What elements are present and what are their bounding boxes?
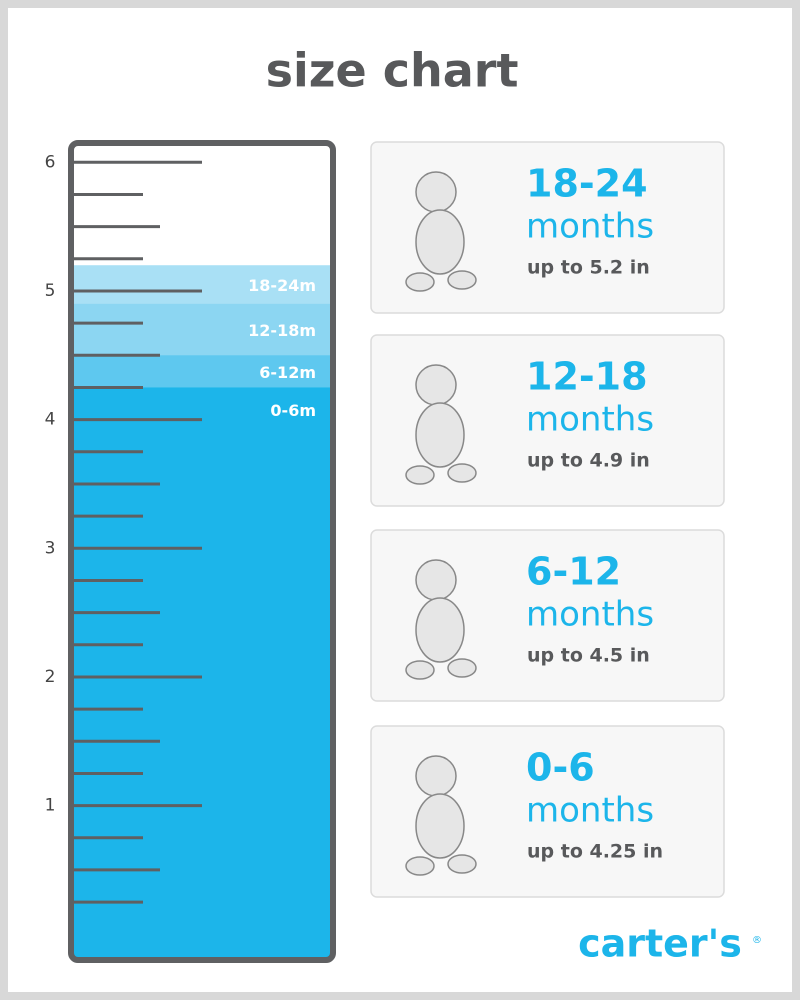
card-unit: months — [526, 400, 654, 440]
card — [370, 141, 725, 314]
tick-label: 6 — [45, 152, 56, 172]
card-range: 18-24 — [526, 162, 648, 206]
tick-label: 5 — [45, 281, 56, 301]
band-label: 12-18m — [248, 321, 316, 340]
band-label: 6-12m — [259, 363, 316, 382]
icon-limb — [447, 854, 477, 874]
card-range: 6-12 — [526, 550, 621, 594]
tick-label: 3 — [45, 538, 56, 558]
icon-limb — [405, 272, 435, 292]
icon-head — [415, 171, 457, 213]
card — [370, 529, 725, 702]
card-unit: months — [526, 595, 654, 635]
fill-band — [74, 387, 330, 960]
icon-limb — [405, 660, 435, 680]
baby-icon — [405, 755, 477, 876]
icon-limb — [405, 465, 435, 485]
brand-logo: carter's — [578, 922, 742, 966]
icon-head — [415, 559, 457, 601]
ruler-frame — [68, 140, 336, 963]
tick-label: 4 — [45, 410, 56, 430]
icon-body — [415, 209, 465, 275]
card-range: 12-18 — [526, 355, 648, 399]
card — [370, 334, 725, 507]
icon-limb — [447, 463, 477, 483]
icon-limb — [405, 856, 435, 876]
card — [370, 725, 725, 898]
title: size chart — [266, 44, 519, 98]
icon-limb — [447, 658, 477, 678]
band-label: 18-24m — [248, 276, 316, 295]
card-note: up to 5.2 in — [527, 257, 650, 279]
tick-label: 1 — [45, 796, 56, 816]
icon-head — [415, 755, 457, 797]
baby-icon — [405, 559, 477, 680]
card-unit: months — [526, 207, 654, 247]
icon-body — [415, 402, 465, 468]
band-label: 0-6m — [270, 401, 316, 420]
baby-icon — [405, 171, 477, 292]
card-range: 0-6 — [526, 746, 595, 790]
card-note: up to 4.25 in — [527, 841, 663, 863]
icon-limb — [447, 270, 477, 290]
card-note: up to 4.5 in — [527, 645, 650, 667]
card-note: up to 4.9 in — [527, 450, 650, 472]
ruler: 18-24m 12-18m 6-12m 0-6m 1 2 3 4 5 6 — [45, 140, 336, 963]
card-unit: months — [526, 791, 654, 831]
icon-body — [415, 793, 465, 859]
icon-body — [415, 597, 465, 663]
baby-icon — [405, 364, 477, 485]
icon-head — [415, 364, 457, 406]
tick-label: 2 — [45, 667, 56, 687]
brand-mark: ® — [752, 935, 762, 946]
